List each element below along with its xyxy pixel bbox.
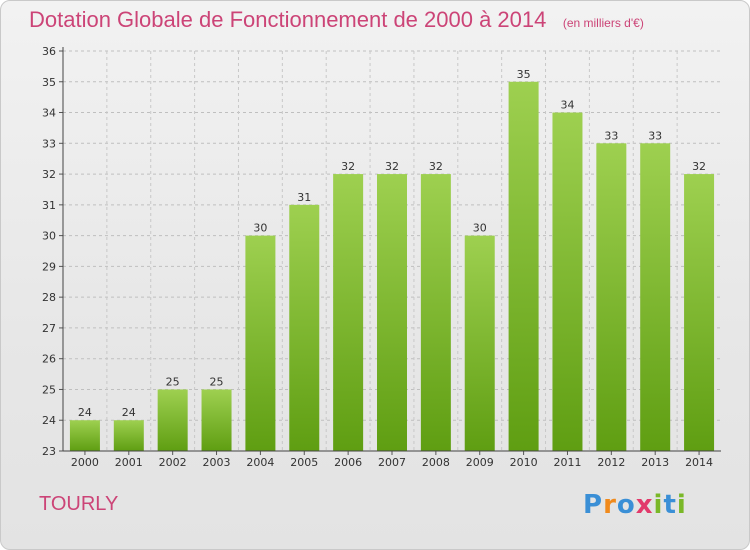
x-tick-label-2000: 2000	[71, 456, 99, 469]
data-label-2002: 25	[166, 375, 180, 388]
logo-letter: t	[663, 490, 677, 520]
x-tick-label-2003: 2003	[203, 456, 231, 469]
bar-2010	[508, 81, 539, 452]
bar-2001	[113, 420, 144, 451]
y-tick-label: 26	[42, 353, 56, 366]
bars	[69, 81, 715, 452]
data-label-2001: 24	[122, 406, 136, 419]
data-label-2011: 34	[560, 99, 574, 112]
y-tick-label: 34	[42, 107, 56, 120]
data-label-2004: 30	[253, 222, 267, 235]
data-label-2005: 31	[297, 191, 311, 204]
data-label-2006: 32	[341, 160, 355, 173]
y-tick-label: 24	[42, 414, 56, 427]
data-label-2008: 32	[429, 160, 443, 173]
x-tick-label-2012: 2012	[597, 456, 625, 469]
bar-2002	[157, 389, 188, 451]
y-tick-label: 23	[42, 445, 56, 458]
logo-letter: i	[676, 490, 687, 520]
bar-2007	[377, 174, 407, 452]
proxiti-logo: Proxiti	[583, 490, 687, 520]
y-tick-label: 27	[42, 322, 56, 335]
x-tick-label-2005: 2005	[290, 456, 318, 469]
data-label-2012: 33	[604, 129, 618, 142]
data-label-2003: 25	[210, 375, 224, 388]
x-tick-label-2013: 2013	[641, 456, 669, 469]
y-tick-label: 31	[42, 199, 56, 212]
data-label-2000: 24	[78, 406, 92, 419]
bar-2008	[420, 174, 451, 452]
chart-title: Dotation Globale de Fonctionnement de 20…	[29, 7, 644, 33]
logo-letter: P	[583, 490, 604, 520]
bar-2005	[289, 204, 320, 451]
x-tick-label-2008: 2008	[422, 456, 450, 469]
chart-unit-label: (en milliers d'€)	[562, 16, 644, 30]
y-tick-label: 25	[42, 383, 56, 396]
data-label-2009: 30	[473, 222, 487, 235]
bar-2013	[640, 143, 671, 452]
y-tick-label: 28	[42, 291, 56, 304]
data-label-2014: 32	[692, 160, 706, 173]
y-tick-label: 35	[42, 76, 56, 89]
y-tick-label: 36	[42, 45, 56, 58]
data-label-2007: 32	[385, 160, 399, 173]
bar-2000	[69, 420, 100, 451]
data-labels: 24 24 25 25 30 31 32 32 32 30 35 34 33 33 32	[78, 68, 706, 419]
x-tick-label-2009: 2009	[466, 456, 494, 469]
x-tick-label-2010: 2010	[510, 456, 538, 469]
x-tick-label-2011: 2011	[553, 456, 581, 469]
y-tick-label: 33	[42, 137, 56, 150]
data-label-2013: 33	[648, 129, 662, 142]
y-tick-label: 30	[42, 230, 56, 243]
y-tick-label: 29	[42, 260, 56, 273]
chart-title-main: Dotation Globale de Fonctionnement de 20…	[29, 7, 547, 32]
commune-name: TOURLY	[39, 493, 119, 515]
logo-letter: i	[653, 490, 664, 520]
bar-2012	[596, 143, 627, 452]
bar-2004	[245, 235, 276, 451]
x-tick-label-2001: 2001	[115, 456, 143, 469]
bar-2006	[333, 174, 364, 452]
bar-2009	[464, 235, 495, 451]
bar-2003	[201, 389, 232, 451]
x-tick-label-2006: 2006	[334, 456, 362, 469]
logo-letter: x	[635, 490, 654, 520]
axes: 23 24 25 26 27 28 29 30 31 32 33 34 35 36 2000 2001 2002…	[42, 45, 721, 469]
y-tick-label: 32	[42, 168, 56, 181]
x-tick-label-2007: 2007	[378, 456, 406, 469]
x-tick-label-2004: 2004	[246, 456, 274, 469]
logo-letter: o	[616, 490, 636, 520]
logo-letter: r	[603, 490, 617, 520]
data-label-2010: 35	[517, 68, 531, 81]
x-tick-label-2014: 2014	[685, 456, 713, 469]
bar-2014	[684, 174, 715, 452]
x-tick-label-2002: 2002	[159, 456, 187, 469]
bar-2011	[552, 112, 583, 452]
